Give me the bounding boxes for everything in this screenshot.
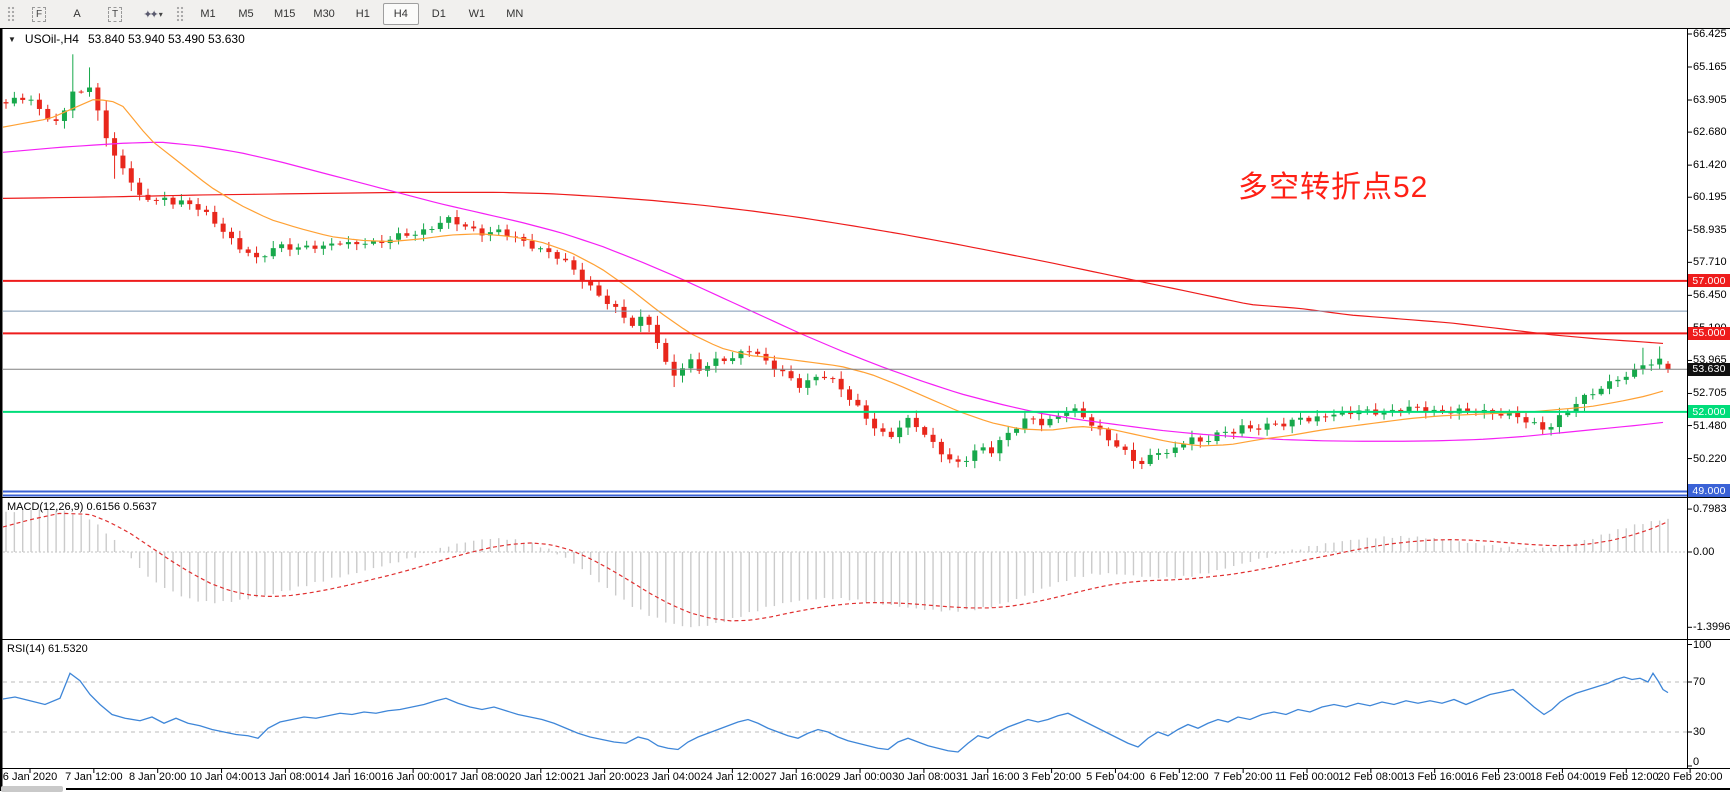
- time-label: 21 Jan 20:00: [572, 771, 637, 783]
- rsi-tick-label: 70: [1693, 676, 1706, 688]
- macd-signal-line: [3, 512, 1668, 622]
- price-tick-label: 63.905: [1693, 94, 1727, 107]
- time-label: 13 Jan 08:00: [253, 771, 318, 783]
- timeframe-button-h1[interactable]: H1: [355, 8, 370, 20]
- ma-slow-red-line: [3, 191, 1664, 345]
- time-label: 6 Feb 12:00: [1149, 771, 1209, 783]
- ohlc-values: 53.840 53.940 53.490 53.630: [87, 32, 245, 46]
- price-tick-label: 51.480: [1693, 419, 1727, 432]
- price-tick-label: 62.680: [1693, 126, 1727, 139]
- text-label-tool-icon: A: [73, 8, 81, 20]
- price-tick-label: 58.935: [1693, 224, 1727, 237]
- window-left-border: [0, 28, 3, 791]
- time-label: 8 Jan 20:00: [128, 771, 187, 783]
- price-tick-label: 61.420: [1693, 159, 1727, 172]
- draw-styles-tool-icon: ✦✦: [143, 8, 159, 21]
- rsi-tick-label: 0: [1693, 756, 1700, 768]
- time-label: 20 Feb 20:00: [1657, 771, 1723, 783]
- rsi-tick-label: 30: [1693, 726, 1706, 738]
- price-badge-53-630: 53.630: [1688, 362, 1730, 376]
- draw-styles-tool-button[interactable]: ✦✦ ▾: [135, 3, 171, 25]
- time-label: 17 Jan 08:00: [445, 771, 509, 783]
- rsi-indicator-label: RSI(14) 61.5320: [7, 643, 88, 655]
- time-label: 27 Jan 16:00: [764, 771, 828, 783]
- price-badge-52-000: 52.000: [1688, 405, 1730, 419]
- macd-histogram: [5, 509, 1669, 628]
- price-tick-label: 57.710: [1693, 256, 1727, 269]
- dropdown-caret-icon[interactable]: ▾: [158, 9, 163, 19]
- timeframe-button-mn[interactable]: MN: [506, 8, 524, 20]
- freehand-f-tool-icon: F: [31, 6, 47, 22]
- timeframes-grip[interactable]: [176, 6, 185, 22]
- timeframe-button-h4[interactable]: H4: [382, 3, 419, 25]
- timeframe-button-m1[interactable]: M1: [200, 8, 216, 20]
- price-badge-49-000: 49.000: [1688, 484, 1730, 498]
- chart-ohlc-title: ▼ USOil-,H4 53.840 53.940 53.490 53.630: [8, 32, 245, 46]
- macd-tick-label: 0.00: [1693, 546, 1715, 558]
- time-label: 19 Feb 12:00: [1593, 771, 1659, 783]
- candlestick-series: [3, 54, 1671, 470]
- ma-fast-orange-line: [3, 99, 1664, 447]
- collapse-chart-icon[interactable]: ▼: [8, 34, 16, 44]
- rsi-line: [3, 672, 1669, 753]
- macd-indicator-label: MACD(12,26,9) 0.6156 0.5637: [7, 501, 157, 513]
- toolbar: F A T ✦✦ ▾ M1 M5 M15 M30 H1 H4 D1 W1 MN: [0, 0, 1730, 28]
- symbol-period-label: USOil-,H4: [24, 32, 79, 46]
- text-box-tool-icon: T: [107, 6, 123, 22]
- draw-tools-group: F A T ✦✦ ▾: [20, 3, 172, 25]
- freehand-f-tool-button[interactable]: F: [21, 3, 57, 25]
- scrollbar-thumb[interactable]: [1, 786, 63, 792]
- macd-tick-label: 0.7983: [1693, 503, 1727, 516]
- ma-mid-magenta-line: [3, 141, 1664, 442]
- time-label: 23 Jan 04:00: [636, 771, 701, 783]
- timeframe-button-m5[interactable]: M5: [238, 8, 254, 20]
- time-label: 10 Jan 04:00: [189, 771, 254, 783]
- price-badge-57-000: 57.000: [1688, 274, 1730, 288]
- rsi-tick-label: 100: [1693, 638, 1712, 651]
- time-label: 5 Feb 04:00: [1086, 771, 1145, 783]
- timeframes-group: M1 M5 M15 M30 H1 H4 D1 W1 MN: [189, 3, 534, 25]
- time-label: 30 Jan 08:00: [892, 771, 956, 783]
- timeframe-button-m30[interactable]: M30: [313, 8, 335, 20]
- time-label: 24 Jan 12:00: [700, 771, 765, 783]
- time-label: 16 Feb 23:00: [1466, 771, 1531, 783]
- time-label: 13 Feb 16:00: [1402, 771, 1468, 783]
- price-tick-label: 52.705: [1693, 387, 1727, 400]
- time-label: 31 Jan 16:00: [955, 771, 1020, 783]
- price-tick-label: 66.425: [1693, 28, 1727, 40]
- text-box-tool-button[interactable]: T: [97, 3, 133, 25]
- price-badge-55-000: 55.000: [1688, 326, 1730, 340]
- macd-tick-label: -1.3996: [1693, 621, 1730, 634]
- time-label: 6 Jan 2020: [2, 771, 58, 783]
- price-tick-label: 50.220: [1693, 452, 1727, 465]
- time-label: 20 Jan 12:00: [508, 771, 573, 783]
- time-label: 7 Jan 12:00: [65, 771, 123, 783]
- time-label: 12 Feb 08:00: [1338, 771, 1404, 783]
- price-tick-label: 65.165: [1693, 61, 1727, 73]
- toolbar-grip[interactable]: [7, 6, 16, 22]
- time-label: 7 Feb 20:00: [1213, 771, 1273, 783]
- time-label: 11 Feb 00:00: [1274, 771, 1340, 783]
- time-label: 3 Feb 20:00: [1022, 771, 1081, 783]
- price-tick-label: 56.450: [1693, 289, 1727, 302]
- time-label: 14 Jan 16:00: [317, 771, 382, 783]
- chart-annotation-text[interactable]: 多空转折点52: [1238, 171, 1429, 204]
- timeframe-button-w1[interactable]: W1: [468, 8, 486, 20]
- time-label: 16 Jan 00:00: [381, 771, 445, 783]
- timeframe-button-m15[interactable]: M15: [274, 8, 296, 20]
- text-label-tool-button[interactable]: A: [59, 3, 95, 25]
- price-tick-label: 60.195: [1693, 191, 1727, 204]
- time-label: 29 Jan 00:00: [828, 771, 892, 783]
- time-label: 18 Feb 04:00: [1529, 771, 1595, 783]
- timeframe-button-d1[interactable]: D1: [431, 8, 446, 20]
